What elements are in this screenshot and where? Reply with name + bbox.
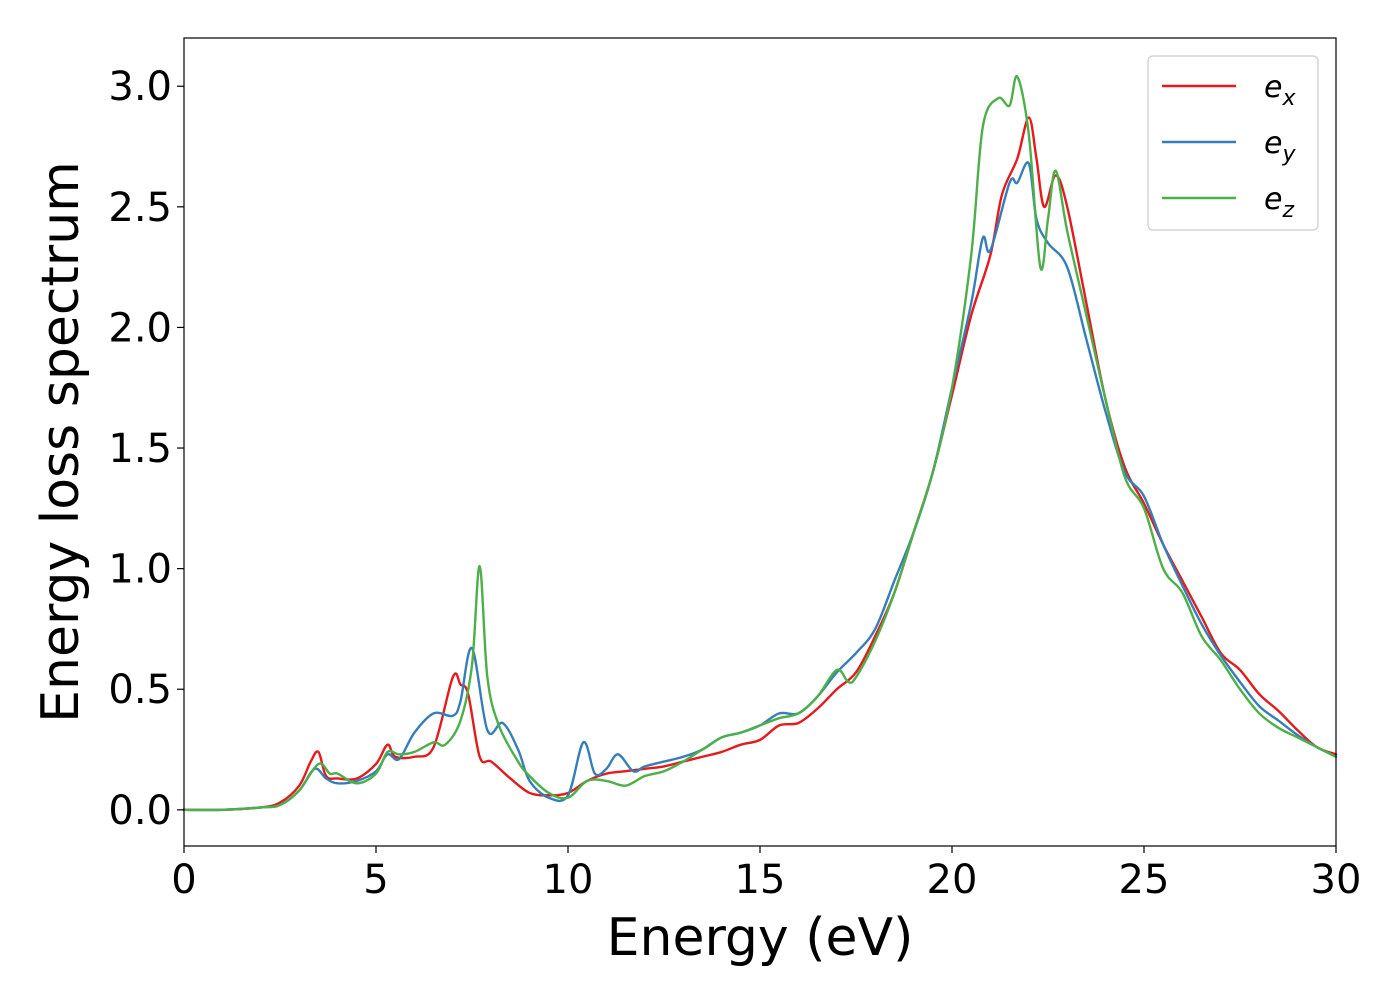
y-tick-label: 0.5 [108,667,172,713]
x-tick-label: 15 [735,857,786,903]
x-axis-label: Energy (eV) [607,908,914,968]
y-axis-label: Energy loss spectrum [31,161,91,723]
y-tick-label: 2.5 [108,185,172,231]
y-tick-label: 0.0 [108,788,172,834]
x-tick-label: 30 [1311,857,1362,903]
x-tick-label: 10 [543,857,594,903]
y-tick-label: 2.0 [108,305,172,351]
x-tick-label: 0 [171,857,196,903]
series-layer [182,75,1338,812]
x-tick-label: 5 [363,857,388,903]
x-tick-label: 25 [1119,857,1170,903]
y-tick-label: 1.5 [108,426,172,472]
series-line-x [182,116,1338,812]
legend-subscript: z [1281,198,1294,223]
y-tick-label: 1.0 [108,547,172,593]
series-line-y [182,161,1338,812]
x-tick-label: 20 [927,857,978,903]
tick-layer: 0 5 10 15 20 25 30 0.0 0.5 1.0 1.5 2.0 2.5 3.0 [108,64,1361,903]
legend-subscript: x [1281,86,1296,111]
series-line-z [182,75,1338,812]
legend-subscript: y [1281,142,1296,167]
y-tick-label: 3.0 [108,64,172,110]
